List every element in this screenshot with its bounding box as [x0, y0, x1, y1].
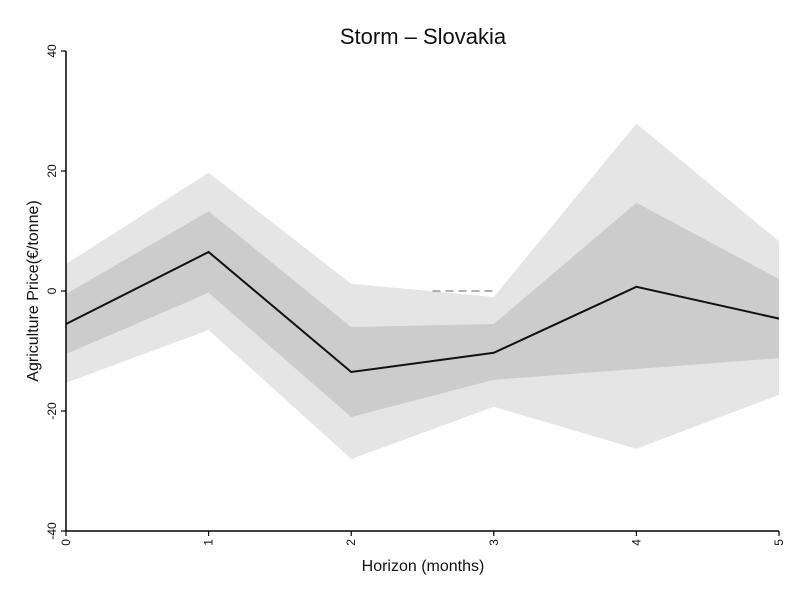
y-ticks: -40 -20 0 20 40	[45, 44, 66, 540]
confidence-bands	[66, 123, 779, 459]
x-tick-label: 5	[772, 539, 786, 546]
x-tick-label: 4	[629, 539, 643, 546]
x-tick-label: 0	[59, 539, 73, 546]
chart-title: Storm – Slovakia	[340, 24, 507, 49]
x-tick-label: 2	[344, 539, 358, 546]
y-tick-label: -40	[45, 522, 59, 540]
x-axis-title: Horizon (months)	[362, 558, 485, 575]
x-tick-label: 3	[487, 539, 501, 546]
y-tick-label: 0	[45, 287, 59, 294]
outer-confidence-band	[66, 123, 779, 459]
x-ticks: 0 1 2 3 4 5	[59, 531, 786, 546]
y-axis-title: Agriculture Price(€/tonne)	[25, 200, 42, 381]
series-line	[65, 250, 780, 374]
y-tick-label: 40	[45, 44, 59, 58]
x-tick-label: 1	[202, 539, 216, 546]
y-tick-label: 20	[45, 164, 59, 178]
inner-confidence-band	[66, 202, 779, 417]
y-tick-label: -20	[45, 402, 59, 420]
